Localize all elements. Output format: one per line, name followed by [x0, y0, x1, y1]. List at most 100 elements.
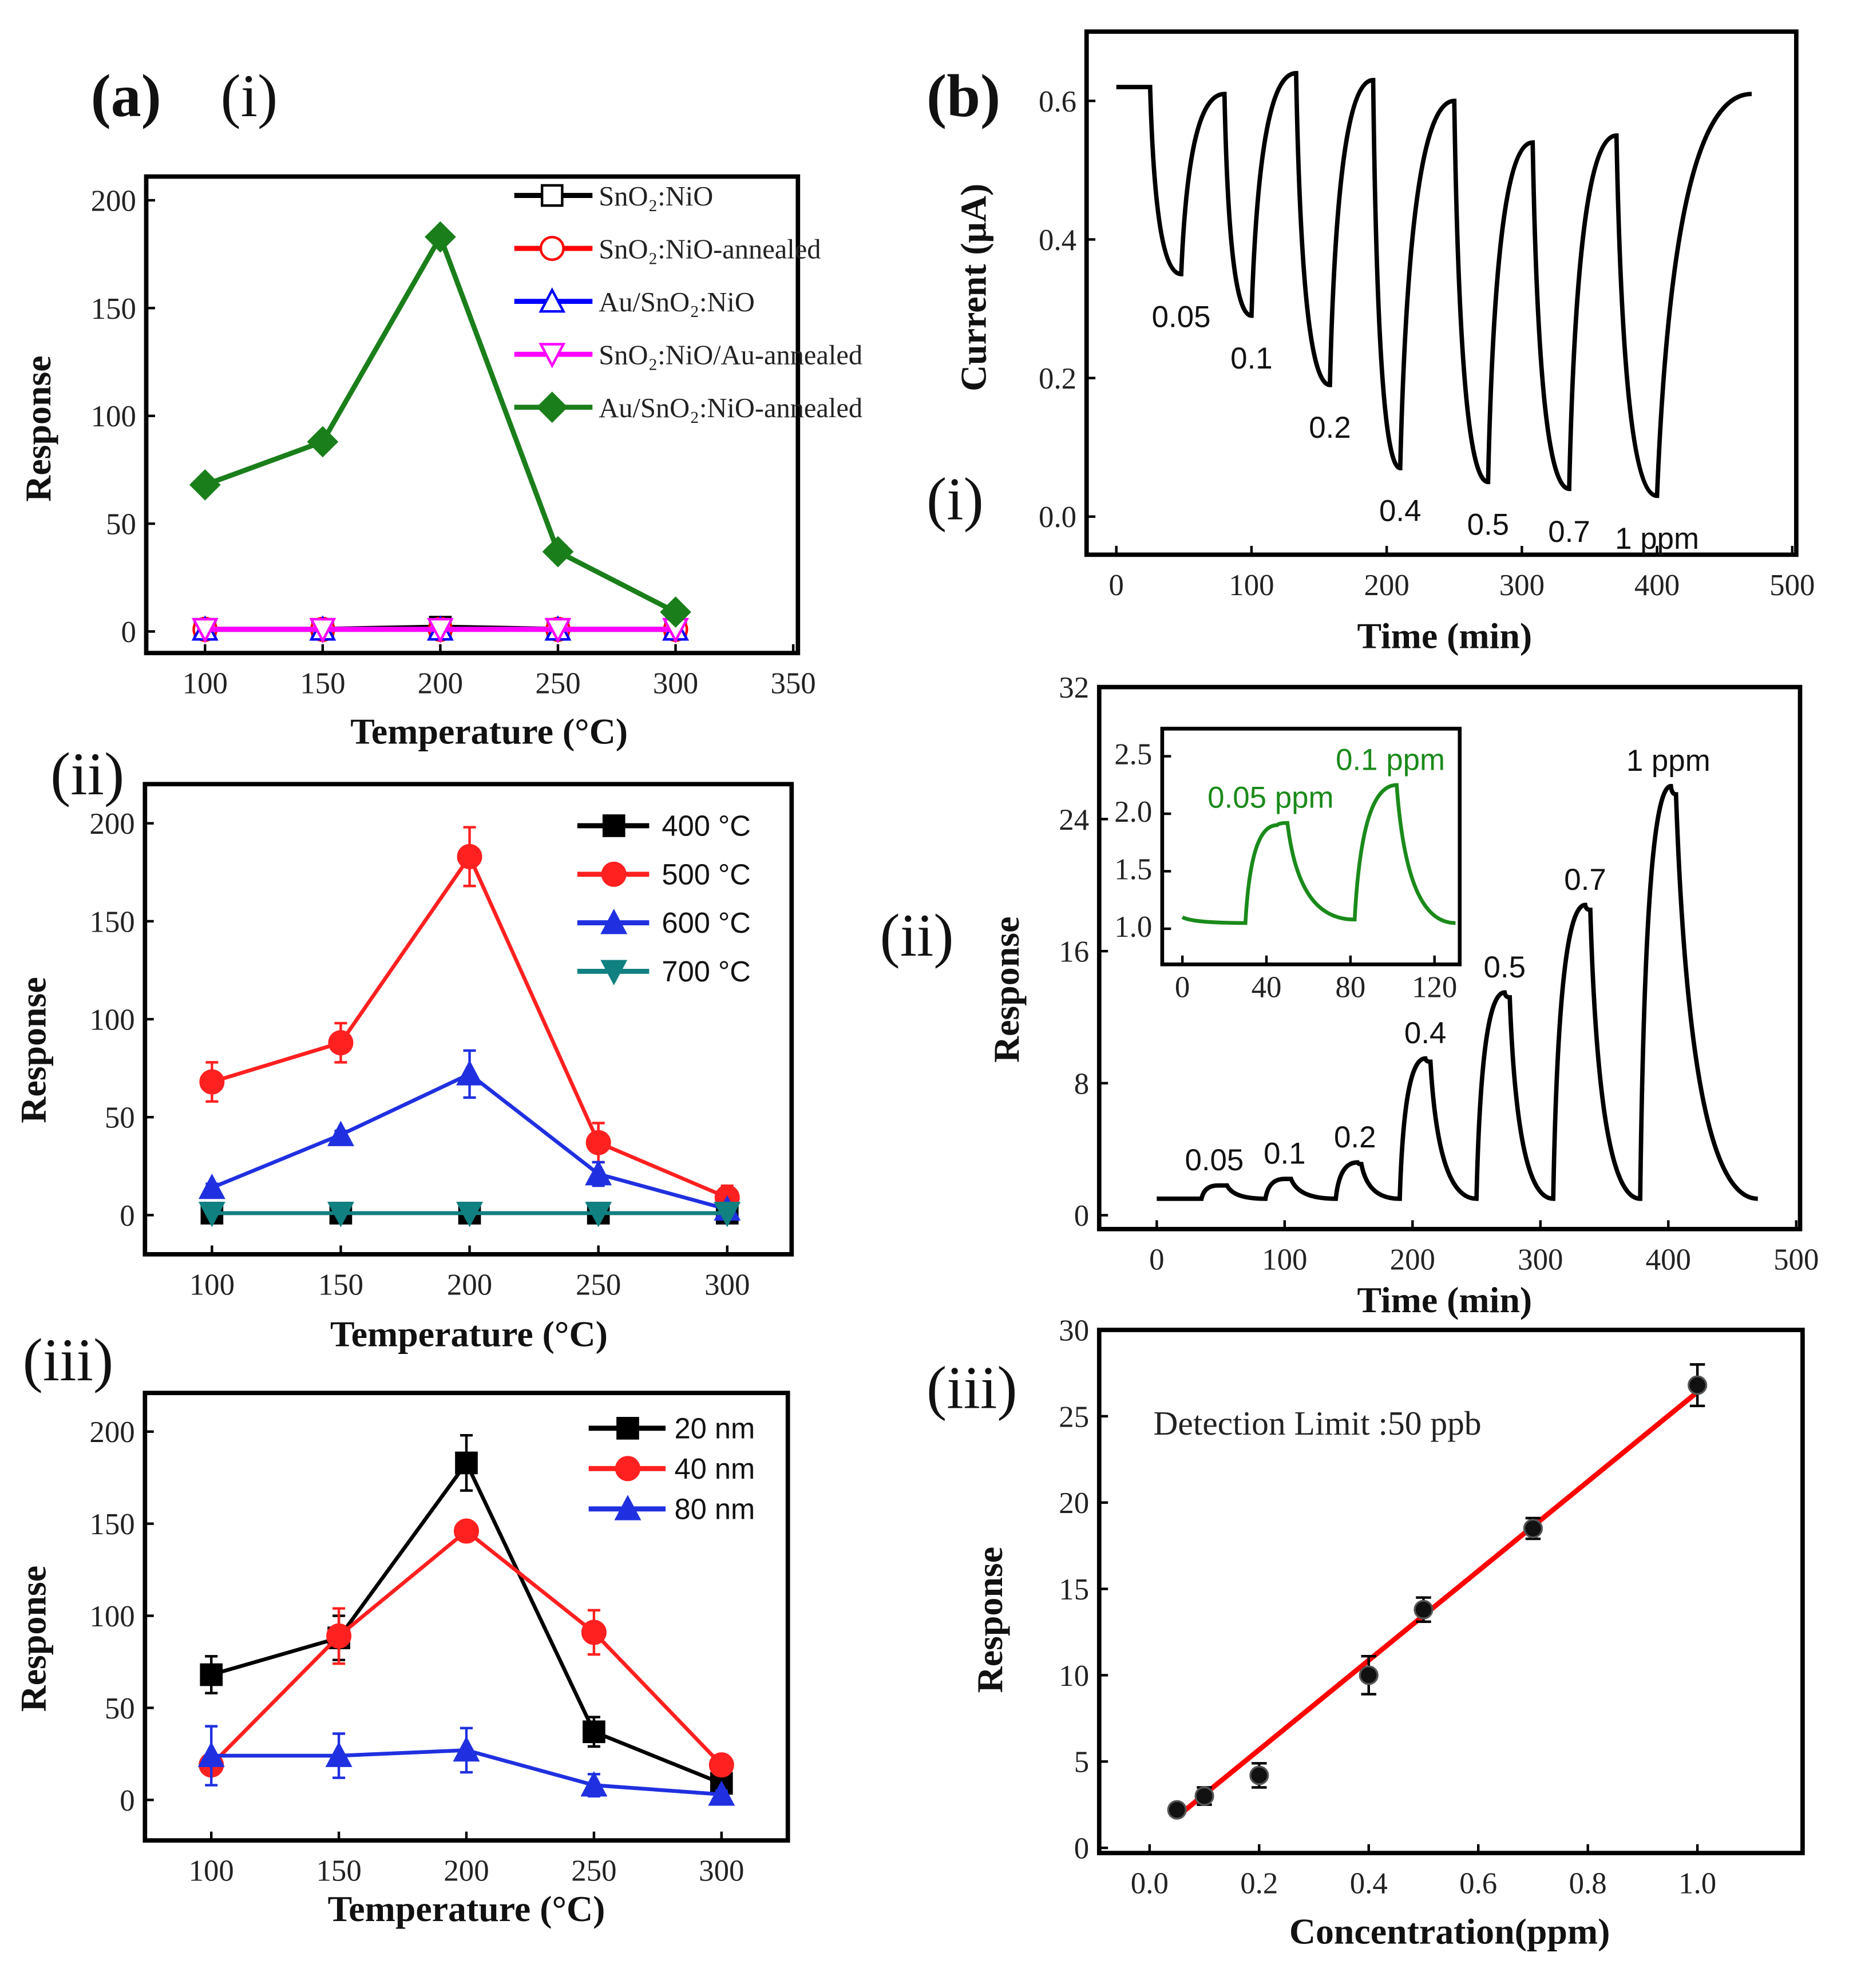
b-iii-ytick-label: 0: [1074, 1832, 1089, 1866]
a-ii-xtick-label: 300: [704, 1268, 750, 1301]
b-iii-xtick-label: 0.6: [1459, 1867, 1497, 1900]
a-i-xtick-label: 150: [300, 667, 345, 700]
legend-label: 80 nm: [674, 1492, 755, 1525]
chart-a-ii: 100 150 200 250 300 0 50 100 150 200 Temperature (…: [13, 782, 794, 1355]
b-ii-ytick-label: 0: [1074, 1199, 1089, 1233]
concentration-label: 0.7: [1564, 863, 1606, 897]
b-ii-x-axis-title: Time (min): [1357, 1280, 1532, 1320]
data-point: [457, 843, 482, 869]
b-iii-x-axis-title: Concentration(ppm): [1289, 1911, 1610, 1952]
data-point: [542, 536, 574, 568]
data-point: [544, 617, 572, 644]
b-i-ytick-label: 0.0: [1039, 501, 1076, 534]
legend-label: 500 °C: [662, 858, 750, 890]
b-ii-y-axis-title: Response: [986, 917, 1027, 1063]
panel-label-b: (b): [926, 62, 1000, 129]
b-iii-y-axis-title: Response: [969, 1547, 1010, 1693]
data-point: [426, 617, 454, 644]
a-i-x-axis-title: Temperature (°C): [350, 711, 628, 752]
a-i-xtick-label: 250: [535, 667, 580, 700]
a-i-ytick-label: 50: [106, 508, 136, 541]
data-point: [1523, 1518, 1543, 1539]
legend-label: 20 nm: [674, 1412, 755, 1444]
b-i-y-axis-title: Current (μA): [953, 184, 994, 391]
data-point: [197, 1741, 225, 1767]
panel-label-b-ii: (ii): [880, 902, 953, 969]
data-point: [580, 1771, 608, 1797]
b-i-xtick-label: 0: [1108, 569, 1123, 602]
b-iii-xtick-label: 0.0: [1131, 1867, 1169, 1900]
legend-entry: Au/SnO₂:NiO-annealed: [514, 391, 862, 423]
concentration-label: 0.4: [1404, 1016, 1446, 1050]
data-point: [455, 1451, 478, 1475]
legend-label: SnO₂:NiO: [599, 181, 713, 212]
a-ii-y-axis-title: Response: [13, 977, 53, 1123]
legend-marker: [616, 1417, 639, 1440]
b-iii-xtick-label: 1.0: [1678, 1867, 1716, 1900]
data-point: [708, 1752, 734, 1778]
legend-entry: 600 °C: [577, 906, 751, 939]
data-point: [325, 1741, 353, 1767]
legend-label: 700 °C: [662, 955, 750, 988]
a-i-ytick-label: 200: [91, 184, 136, 217]
data-point: [307, 426, 339, 458]
legend-label: 600 °C: [662, 906, 750, 939]
b-ii-ytick-label: 24: [1059, 803, 1089, 837]
concentration-label: 1 ppm: [1626, 744, 1711, 778]
a-ii-xtick-label: 100: [189, 1268, 235, 1301]
b-i-plot-frame: [1084, 29, 1799, 557]
data-point: [198, 1173, 225, 1199]
b-i-xtick-label: 100: [1229, 569, 1274, 602]
data-point: [1413, 1599, 1434, 1619]
a-iii-ytick-label: 50: [105, 1692, 135, 1725]
a-i-ytick-label: 100: [91, 400, 136, 433]
b-i-xtick-label: 400: [1634, 569, 1680, 602]
data-point: [326, 1623, 352, 1649]
panel-label-a-ii: (ii): [50, 740, 124, 807]
a-ii-ytick-label: 0: [120, 1199, 134, 1233]
legend-marker: [602, 814, 625, 837]
legend-marker: [536, 391, 568, 423]
legend-entry: 20 nm: [588, 1412, 755, 1444]
legend-entry: SnO₂:NiO-annealed: [514, 235, 821, 265]
data-point: [456, 1060, 484, 1086]
a-ii-ytick-label: 200: [89, 807, 134, 841]
data-point: [456, 1202, 484, 1227]
data-point: [1167, 1800, 1187, 1820]
data-point: [660, 596, 691, 628]
linear-fit-line: [1175, 1390, 1699, 1819]
b-ii-xtick-label: 300: [1518, 1243, 1563, 1276]
b-i-xtick-label: 300: [1499, 569, 1545, 602]
b-i-ytick-label: 0.4: [1039, 224, 1076, 257]
data-point: [200, 1663, 223, 1686]
data-point: [581, 1619, 607, 1645]
b-ii-xtick-label: 200: [1390, 1243, 1435, 1276]
concentration-label: 0.2: [1334, 1120, 1376, 1154]
data-point: [714, 1202, 741, 1227]
a-i-xtick-label: 300: [653, 667, 698, 700]
legend-marker: [601, 861, 627, 887]
data-point: [585, 1159, 612, 1186]
b-i-x-axis-title: Time (min): [1357, 615, 1532, 656]
a-i-xtick-label: 350: [770, 667, 815, 700]
data-point: [191, 617, 219, 644]
inset-xtick-label: 0: [1175, 971, 1190, 1004]
a-ii-xtick-label: 150: [318, 1268, 363, 1301]
data-point: [198, 1202, 225, 1227]
inset-ytick-label: 1.5: [1114, 853, 1152, 886]
inset-xtick-label: 40: [1252, 971, 1282, 1004]
data-point: [1359, 1665, 1379, 1685]
legend-marker: [539, 236, 565, 262]
series-Au/SnO₂:NiO-annealed: [189, 221, 691, 628]
legend-label: Au/SnO₂:NiO: [599, 287, 755, 318]
b-iii-ytick-label: 10: [1059, 1660, 1089, 1693]
inset-ytick-label: 1.0: [1114, 910, 1152, 944]
legend-entry: 80 nm: [588, 1492, 755, 1525]
a-ii-ytick-label: 100: [89, 1004, 134, 1037]
legend-entry: SnO₂:NiO/Au-annealed: [514, 340, 862, 371]
detection-limit-note: Detection Limit :50 ppb: [1153, 1404, 1481, 1442]
a-iii-y-axis-title: Response: [13, 1566, 53, 1712]
